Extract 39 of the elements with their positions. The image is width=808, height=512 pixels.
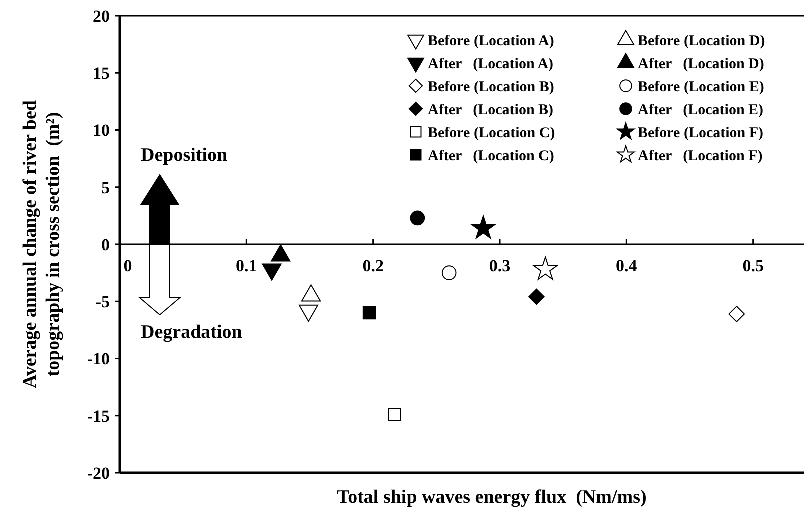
y-tick-label: 10	[93, 121, 110, 140]
y-tick-label: -10	[87, 350, 110, 369]
legend-label: After (Location F)	[638, 148, 763, 164]
y-tick-label: -20	[87, 464, 110, 483]
legend-label: Before (Location C)	[428, 125, 556, 142]
legend-label: Before (Location D)	[638, 33, 766, 50]
x-tick-label: 0.3	[489, 256, 511, 276]
y-tick-label: -5	[96, 292, 110, 312]
y-tick-label: 5	[102, 178, 110, 198]
x-tick-label: 0.1	[236, 256, 258, 276]
point	[388, 408, 402, 422]
legend-label: Before (Location A)	[428, 33, 554, 50]
x-axis-title: Total ship waves energy flux (Nm/ms)	[337, 487, 647, 508]
y-tick-label: 20	[93, 6, 110, 26]
point	[442, 266, 457, 280]
annotation: Deposition	[141, 145, 228, 166]
legend-label: After (Location E)	[638, 102, 764, 118]
legend-label: Before (Location B)	[428, 79, 554, 96]
legend-label: After (Location C)	[428, 148, 554, 164]
y-tick-label: -15	[87, 406, 110, 426]
y-tick-label: 15	[93, 64, 110, 84]
point	[410, 210, 426, 226]
legend-label: Before (Location F)	[638, 125, 764, 142]
point	[533, 256, 558, 280]
legend-label: After (Location B)	[428, 102, 554, 118]
x-tick-label: 0.4	[616, 256, 638, 276]
y-axis-title: Average annual change of river bed topography in cross section (m²)	[20, 100, 64, 388]
legend-label: After (Location A)	[428, 56, 554, 72]
y-tick-label: 0	[102, 235, 110, 254]
x-tick-label: 0.5	[742, 256, 764, 276]
legend-label: Before (Location E)	[638, 79, 764, 96]
annotation: Degradation	[141, 322, 243, 343]
x-tick-label: 0.2	[362, 256, 384, 276]
point	[728, 306, 746, 322]
legend-label: After (Location D)	[638, 56, 764, 72]
point	[528, 288, 545, 306]
point	[471, 216, 496, 239]
x-tick-label: 0	[124, 256, 132, 276]
point	[362, 306, 376, 320]
